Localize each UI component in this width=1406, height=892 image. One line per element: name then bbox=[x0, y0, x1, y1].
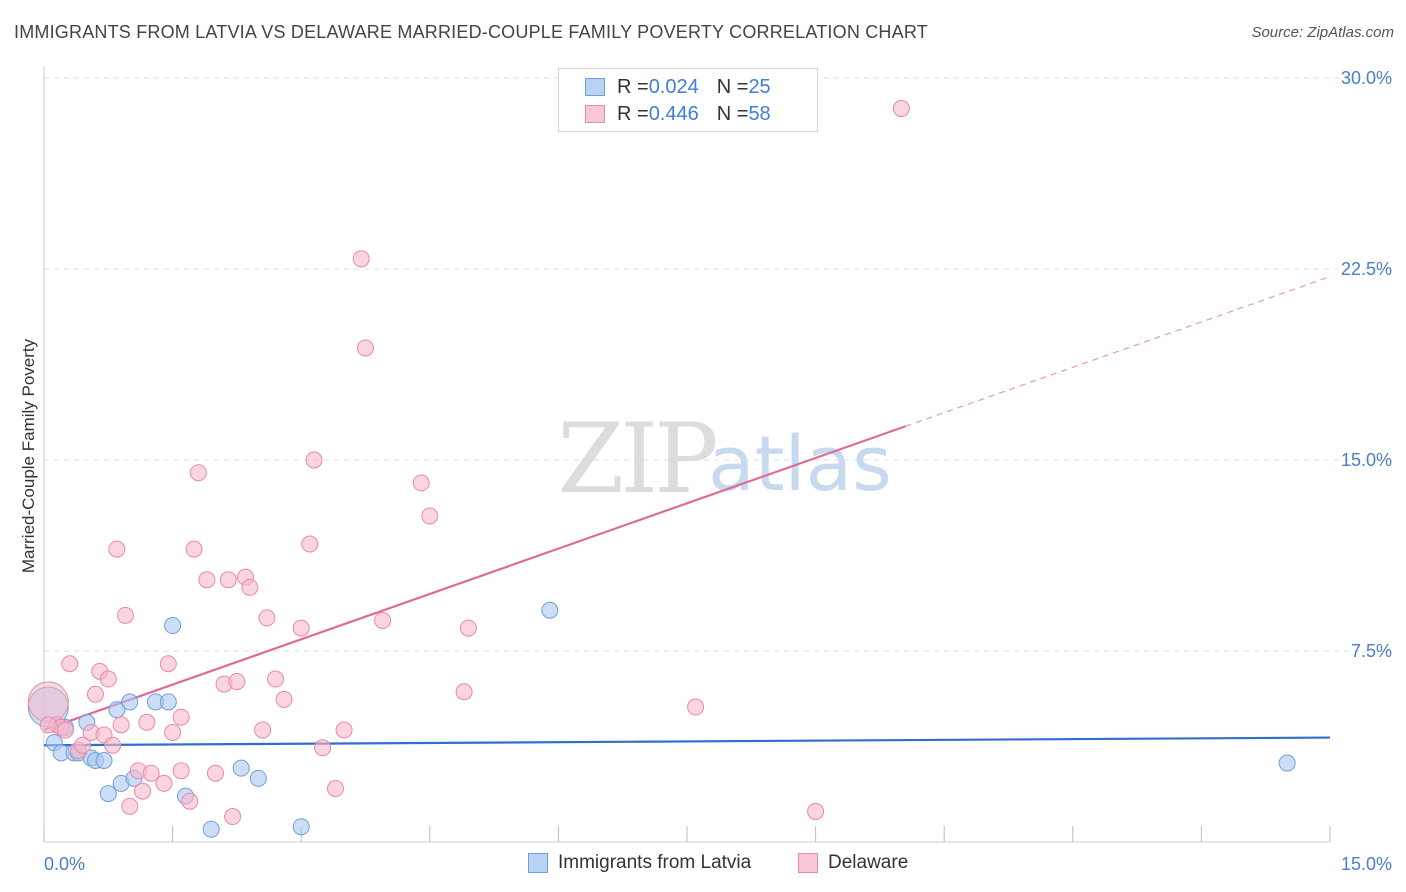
data-point-pink bbox=[27, 681, 69, 723]
y-tick-label: 22.5% bbox=[1341, 259, 1392, 279]
trend-line-dashed-pink bbox=[905, 276, 1331, 427]
data-point-pink bbox=[116, 606, 134, 624]
data-point-pink bbox=[155, 774, 173, 792]
data-point-pink bbox=[275, 690, 293, 708]
data-point-blue bbox=[202, 820, 220, 838]
data-point-pink bbox=[198, 571, 216, 589]
bottom-legend-swatch-pink bbox=[798, 853, 818, 873]
legend-swatch-blue bbox=[585, 78, 605, 96]
data-point-pink bbox=[292, 619, 310, 637]
data-point-blue bbox=[249, 769, 267, 787]
trend-line-blue bbox=[43, 736, 1331, 747]
legend-n-label: N = bbox=[716, 75, 749, 98]
source-label: Source: ZipAtlas.com bbox=[1251, 24, 1394, 41]
data-point-blue bbox=[159, 693, 177, 711]
data-point-blue bbox=[164, 617, 182, 635]
data-point-pink bbox=[99, 670, 117, 688]
y-axis-label: Married-Couple Family Poverty bbox=[19, 338, 38, 573]
data-point-pink bbox=[352, 250, 370, 268]
data-point-pink bbox=[241, 578, 259, 596]
data-point-pink bbox=[258, 609, 276, 627]
legend-r-value: 0.446 bbox=[648, 102, 699, 125]
data-point-pink bbox=[335, 721, 353, 739]
data-point-blue bbox=[121, 693, 139, 711]
bottom-legend-delaware: Delaware bbox=[798, 852, 908, 874]
data-point-pink bbox=[206, 764, 224, 782]
data-point-pink bbox=[687, 698, 705, 716]
data-point-pink bbox=[305, 451, 323, 469]
data-point-blue bbox=[1278, 754, 1296, 772]
data-point-blue bbox=[541, 601, 559, 619]
x-tick-label: 15.0% bbox=[1341, 854, 1392, 874]
data-point-pink bbox=[219, 571, 237, 589]
data-point-pink bbox=[164, 723, 182, 741]
legend-r-label: R = bbox=[617, 102, 649, 125]
y-tick-label: 30.0% bbox=[1341, 68, 1392, 88]
bottom-legend-latvia: Immigrants from Latvia bbox=[528, 852, 751, 874]
legend-swatch-pink bbox=[585, 105, 605, 123]
data-point-pink bbox=[412, 474, 430, 492]
data-point-pink bbox=[74, 736, 92, 754]
series-delaware-points bbox=[27, 100, 910, 826]
data-point-pink bbox=[121, 797, 139, 815]
data-point-pink bbox=[224, 808, 242, 826]
data-point-blue bbox=[292, 818, 310, 836]
data-point-pink bbox=[892, 100, 910, 118]
data-point-pink bbox=[108, 540, 126, 558]
data-point-blue bbox=[99, 785, 117, 803]
bottom-legend-label: Immigrants from Latvia bbox=[558, 852, 752, 873]
data-point-pink bbox=[374, 611, 392, 629]
data-point-pink bbox=[421, 507, 439, 525]
data-point-pink bbox=[112, 716, 130, 734]
x-tick-label: 0.0% bbox=[44, 854, 85, 874]
data-point-pink bbox=[455, 683, 473, 701]
legend-n-value: 58 bbox=[748, 102, 771, 125]
watermark-zip: ZIP bbox=[557, 403, 716, 515]
data-point-blue bbox=[95, 752, 113, 770]
data-point-pink bbox=[142, 764, 160, 782]
data-point-pink bbox=[228, 673, 246, 691]
legend-r-value: 0.024 bbox=[648, 75, 699, 98]
trend-lines bbox=[43, 276, 1331, 747]
data-point-pink bbox=[172, 708, 190, 726]
data-point-pink bbox=[56, 721, 74, 739]
gridlines bbox=[44, 77, 1392, 652]
watermark: ZIP atlas bbox=[557, 403, 891, 515]
data-point-pink bbox=[86, 685, 104, 703]
data-point-pink bbox=[459, 619, 477, 637]
data-point-pink bbox=[314, 739, 332, 757]
legend-n-label: N = bbox=[716, 102, 749, 125]
data-point-pink bbox=[189, 464, 207, 482]
data-point-pink bbox=[61, 655, 79, 673]
y-tick-label: 7.5% bbox=[1351, 641, 1392, 661]
data-point-pink bbox=[326, 780, 344, 798]
data-point-pink bbox=[266, 670, 284, 688]
series-latvia-points bbox=[27, 601, 1296, 838]
bottom-legend-swatch-blue bbox=[528, 853, 548, 873]
data-point-pink bbox=[159, 655, 177, 673]
legend-n-value: 25 bbox=[748, 75, 771, 98]
legend-row-delaware: R = 0.446 N = 58 bbox=[585, 102, 771, 126]
data-point-pink bbox=[172, 762, 190, 780]
data-point-pink bbox=[134, 782, 152, 800]
correlation-legend: R = 0.024 N = 25 R = 0.446 N = 58 bbox=[558, 68, 818, 132]
data-point-pink bbox=[357, 339, 374, 357]
data-point-pink bbox=[138, 713, 156, 731]
data-point-pink bbox=[254, 721, 272, 739]
data-point-blue bbox=[232, 759, 250, 777]
data-point-pink bbox=[807, 802, 825, 820]
chart-title: IMMIGRANTS FROM LATVIA VS DELAWARE MARRI… bbox=[14, 22, 928, 42]
bottom-legend-label: Delaware bbox=[828, 852, 909, 873]
data-point-pink bbox=[301, 535, 319, 553]
data-point-pink bbox=[181, 792, 199, 810]
tick-labels: 7.5% 15.0% 22.5% 30.0% 0.0% 15.0% bbox=[44, 68, 1392, 874]
data-point-pink bbox=[185, 540, 203, 558]
legend-r-label: R = bbox=[617, 75, 649, 98]
trend-line-pink bbox=[43, 425, 906, 731]
legend-row-latvia: R = 0.024 N = 25 bbox=[585, 75, 771, 99]
data-point-pink bbox=[39, 716, 57, 734]
y-tick-label: 15.0% bbox=[1341, 450, 1392, 470]
data-point-pink bbox=[104, 736, 122, 754]
